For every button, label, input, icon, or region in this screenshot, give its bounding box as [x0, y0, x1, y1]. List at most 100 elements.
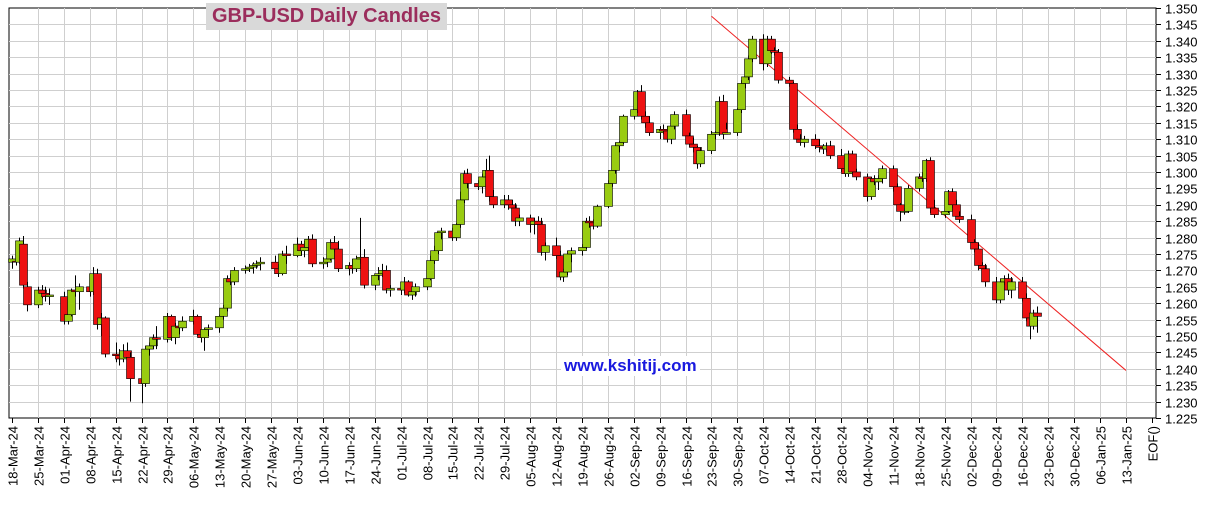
candle-up [75, 286, 84, 293]
candle-up [215, 316, 224, 329]
candle-up [722, 132, 731, 135]
candle-down [889, 168, 898, 188]
candle-up [178, 320, 187, 329]
candle-up [878, 168, 887, 179]
candle-up [141, 348, 150, 384]
y-tick-label: 1.340 [1165, 35, 1198, 50]
x-tick-label: 11-Nov-24 [887, 426, 902, 486]
candle-down [967, 219, 976, 243]
x-tick-label: 15-Jul-24 [446, 426, 461, 480]
candle-down [23, 286, 32, 306]
x-tick-label: 23-Sep-24 [705, 426, 720, 487]
candle-down [334, 248, 343, 270]
x-tick-label: 20-May-24 [239, 426, 254, 488]
candle-down [811, 138, 820, 147]
y-tick-label: 1.345 [1165, 18, 1198, 33]
y-tick-label: 1.280 [1165, 232, 1198, 247]
candle-down [896, 204, 905, 212]
x-tick-label: 17-Jun-24 [343, 426, 358, 485]
candle-up [619, 115, 628, 143]
x-tick-label: 30-Dec-24 [1068, 426, 1083, 487]
candle-down [1033, 312, 1042, 317]
x-tick-label: 19-Aug-24 [576, 426, 591, 487]
candle-up [615, 142, 624, 147]
candle-down [489, 196, 498, 206]
x-tick-label: 06-Jan-25 [1094, 426, 1109, 485]
x-tick-label: 29-Apr-24 [161, 426, 176, 484]
x-tick-label: 13-May-24 [213, 426, 228, 488]
x-tick-label: 02-Sep-24 [628, 426, 643, 487]
candle-up [748, 38, 757, 60]
candle-up [204, 327, 213, 330]
candle-down [282, 253, 291, 256]
y-tick-label: 1.270 [1165, 264, 1198, 279]
y-tick-label: 1.295 [1165, 182, 1198, 197]
candle-down [360, 256, 369, 286]
candle-down [852, 171, 861, 178]
y-tick-label: 1.335 [1165, 51, 1198, 66]
candle-down [152, 337, 161, 340]
candle-up [800, 138, 809, 143]
x-tick-label: 01-Apr-24 [58, 426, 73, 484]
candle-up [578, 247, 587, 252]
x-tick-label: 07-Oct-24 [757, 426, 772, 484]
x-tick-label: 24-Jun-24 [369, 426, 384, 485]
candle-up [426, 260, 435, 279]
candle-down [774, 51, 783, 81]
x-tick-label: 25-Mar-24 [32, 426, 47, 486]
candle-up [452, 224, 461, 238]
candle-down [637, 91, 646, 117]
candle-down [463, 173, 472, 184]
candle-up [996, 281, 1005, 301]
x-tick-label: 18-Nov-24 [913, 426, 928, 487]
y-tick-label: 1.330 [1165, 68, 1198, 83]
candle-down [126, 357, 135, 379]
x-tick-label: 29-Jul-24 [498, 426, 513, 480]
y-tick-label: 1.325 [1165, 84, 1198, 99]
candle-up [733, 109, 742, 133]
candle-down [948, 191, 957, 206]
x-tick-label: 14-Oct-24 [783, 426, 798, 484]
candle-down [789, 83, 798, 130]
x-tick-label: 09-Sep-24 [654, 426, 669, 487]
candle-up [411, 286, 420, 293]
candle-up [874, 178, 883, 183]
y-tick-label: 1.250 [1165, 330, 1198, 345]
x-tick-label: 02-Dec-24 [965, 426, 980, 487]
x-tick-label: 22-Apr-24 [136, 426, 151, 484]
candle-up [256, 261, 265, 265]
candle-up [611, 145, 620, 171]
y-tick-label: 1.235 [1165, 379, 1198, 394]
x-tick-label: 12-Aug-24 [550, 426, 565, 487]
y-tick-label: 1.285 [1165, 215, 1198, 230]
candle-down [308, 238, 317, 265]
candle-up [386, 288, 395, 291]
watermark-link[interactable]: www.kshitij.com [561, 356, 700, 376]
x-tick-label: 10-Jun-24 [317, 426, 332, 485]
candle-up [430, 250, 439, 261]
x-tick-label: 16-Dec-24 [1016, 426, 1031, 487]
candle-up [219, 307, 228, 317]
y-tick-label: 1.305 [1165, 150, 1198, 165]
y-tick-label: 1.320 [1165, 100, 1198, 115]
y-tick-label: 1.255 [1165, 314, 1198, 329]
x-tick-label: 04-Nov-24 [861, 426, 876, 487]
candle-down [685, 135, 694, 145]
x-tick-label: 25-Nov-24 [939, 426, 954, 487]
x-tick-label: 03-Jun-24 [291, 426, 306, 485]
candle-up [352, 258, 361, 270]
candle-up [67, 289, 76, 315]
candle-up [230, 270, 239, 283]
candle-down [930, 207, 939, 215]
candle-down [826, 145, 835, 156]
candle-up [696, 150, 705, 165]
x-tick-label: 15-Apr-24 [110, 426, 125, 484]
candle-down [645, 122, 654, 133]
x-tick-label: 01-Jul-24 [395, 426, 410, 480]
candle-down [970, 242, 979, 250]
x-tick-label: 05-Aug-24 [524, 426, 539, 487]
x-tick-label: 26-Aug-24 [602, 426, 617, 487]
candle-up [515, 217, 524, 222]
candle-up [456, 199, 465, 225]
candle-down [974, 248, 983, 266]
